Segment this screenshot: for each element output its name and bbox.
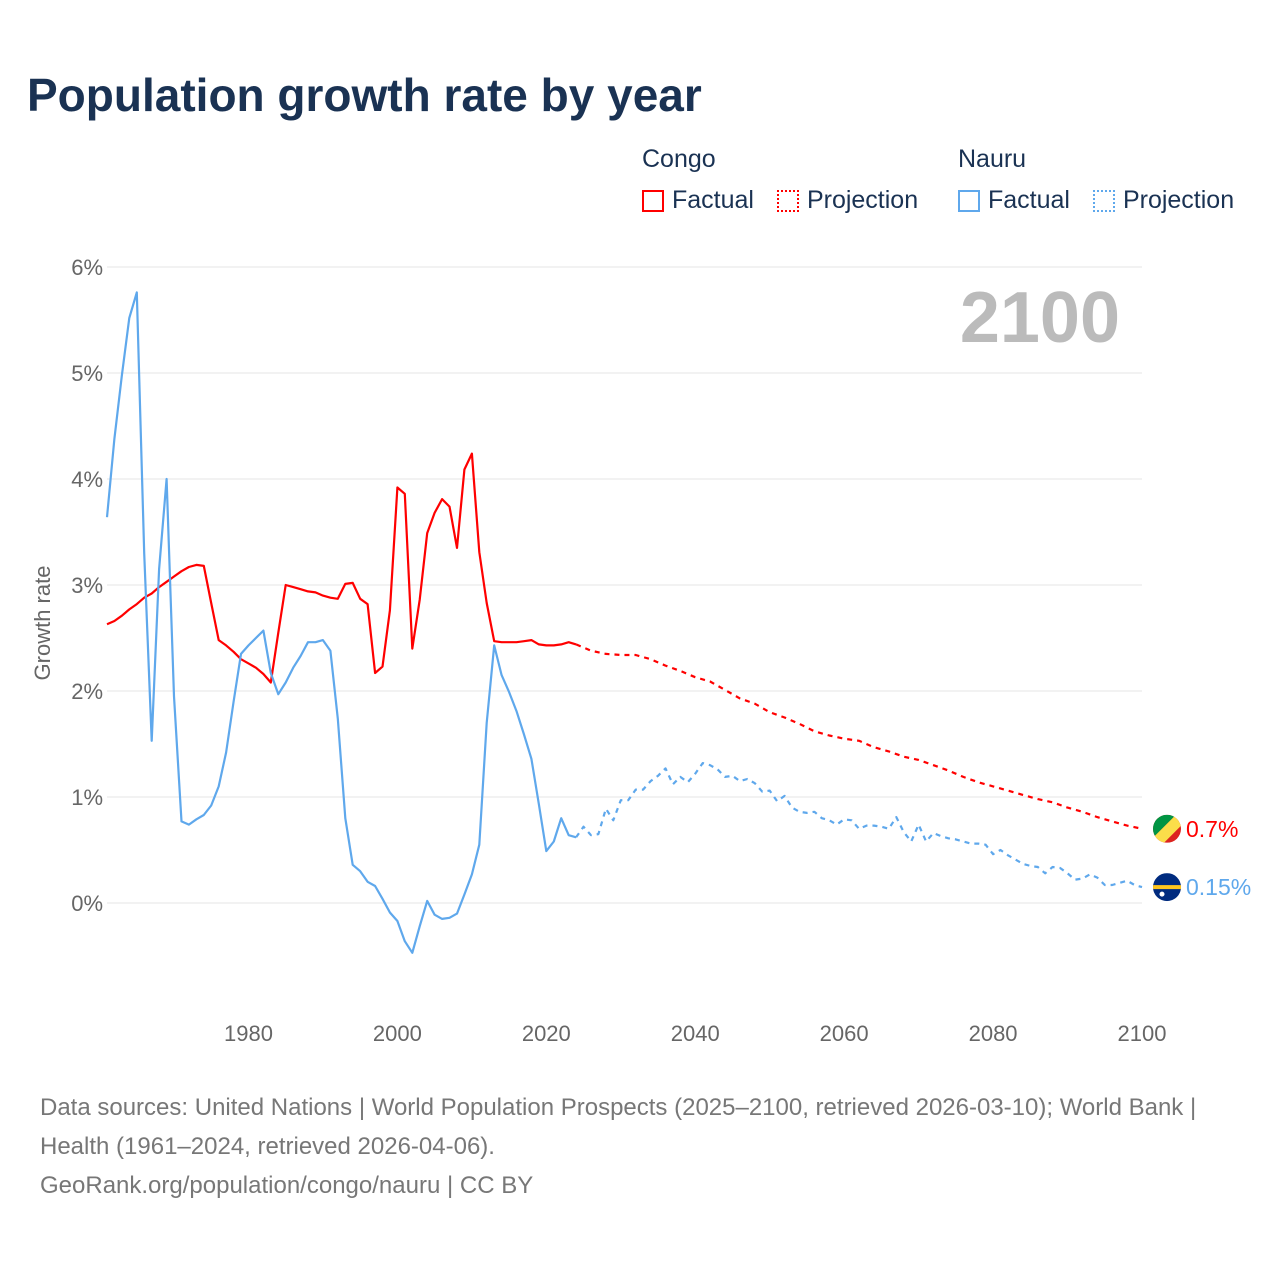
y-tick-label: 5% bbox=[71, 361, 103, 386]
y-tick-label: 2% bbox=[71, 679, 103, 704]
chart-title: Population growth rate by year bbox=[27, 69, 702, 121]
legend-congo-projection[interactable]: Projection bbox=[776, 186, 919, 215]
congo-factual-line bbox=[106, 452, 577, 684]
flag-star bbox=[1159, 891, 1165, 897]
x-tick-label: 1980 bbox=[224, 1021, 273, 1046]
legend-nauru: Nauru Factual Projection bbox=[958, 145, 1250, 219]
legend-congo: Congo Factual Projection bbox=[642, 145, 934, 219]
y-axis-label: Growth rate bbox=[30, 566, 55, 681]
legend-country: Congo bbox=[642, 145, 716, 173]
y-tick-label: 0% bbox=[71, 891, 103, 916]
legend-congo-factual[interactable]: Factual bbox=[642, 186, 754, 215]
flag-yellow bbox=[1153, 814, 1181, 843]
end-label-nauru: 0.15% bbox=[1186, 874, 1251, 900]
legend-label: Projection bbox=[1122, 186, 1235, 214]
x-tick-label: 2020 bbox=[522, 1021, 571, 1046]
flag-stripe bbox=[1153, 885, 1181, 890]
y-tick-label: 1% bbox=[71, 785, 103, 810]
congo-flag-icon bbox=[1153, 814, 1181, 843]
y-tick-label: 3% bbox=[71, 573, 103, 598]
nauru-factual-line bbox=[105, 291, 577, 954]
x-tick-label: 2100 bbox=[1118, 1021, 1167, 1046]
congo-projection-line bbox=[575, 643, 1143, 830]
nauru-flag-icon bbox=[1153, 873, 1181, 902]
legend-label: Factual bbox=[988, 186, 1070, 214]
footer: Data sources: United Nations | World Pop… bbox=[40, 1088, 1240, 1205]
legend-label: Factual bbox=[672, 186, 754, 214]
data-sources: Data sources: United Nations | World Pop… bbox=[40, 1094, 1197, 1160]
legend-nauru-projection[interactable]: Projection bbox=[1092, 186, 1235, 215]
legend-nauru-factual[interactable]: Factual bbox=[958, 186, 1070, 215]
x-tick-label: 2040 bbox=[671, 1021, 720, 1046]
x-tick-label: 2080 bbox=[969, 1021, 1018, 1046]
legend-country: Nauru bbox=[958, 145, 1027, 173]
end-label-congo: 0.7% bbox=[1186, 816, 1238, 842]
y-tick-label: 6% bbox=[71, 255, 103, 280]
x-tick-label: 2060 bbox=[820, 1021, 869, 1046]
nauru-projection-line bbox=[575, 761, 1143, 889]
y-tick-label: 4% bbox=[71, 467, 103, 492]
x-tick-label: 2000 bbox=[373, 1021, 422, 1046]
legend-label: Projection bbox=[806, 186, 919, 214]
credit: GeoRank.org/population/congo/nauru | CC … bbox=[40, 1172, 534, 1199]
year-watermark: 2100 bbox=[960, 278, 1120, 358]
